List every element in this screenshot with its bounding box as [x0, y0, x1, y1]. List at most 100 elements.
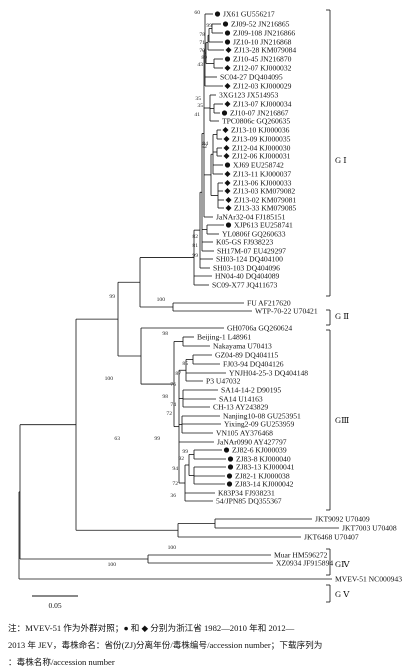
- tip: ZJ82-1 KJ000038: [226, 472, 290, 481]
- tip-label: SH03-103 DQ404096: [213, 264, 280, 273]
- tip: SH03-124 DQ404100: [216, 255, 283, 264]
- bootstrap-value: 82: [192, 234, 198, 240]
- bootstrap-value: 35: [195, 96, 201, 102]
- tip: JKT7003 U70408: [342, 524, 397, 533]
- tip-label: JKT7003 U70408: [342, 524, 397, 533]
- tip: ZJ13-33 KM079085: [225, 204, 296, 213]
- tip-label: ZJ82-1 KJ000038: [235, 472, 290, 481]
- circle-marker-icon: [224, 39, 231, 45]
- genotype-label: G Ⅰ: [335, 155, 347, 165]
- tip-label: WTP-70-22 U70421: [255, 307, 318, 316]
- tip-label: GH0706a GQ260624: [227, 324, 292, 333]
- tip-label: 54/JPN85 DQ355367: [216, 497, 282, 506]
- tip-label: ZJ13-02 KM079081: [234, 196, 296, 205]
- tip-label: XJP613 EU258741: [234, 221, 293, 230]
- tip: ZJ83-14 KJ000042: [226, 480, 294, 489]
- tip-label: ZJ12-04 KJ000030: [232, 144, 291, 153]
- diamond-marker-icon: [224, 65, 231, 71]
- tip: ZJ13-09 KJ000035: [223, 135, 291, 144]
- genotype-label: GⅢ: [335, 415, 349, 425]
- tip: FJ03-94 DQ404126: [223, 360, 284, 369]
- bootstrap-value: 92: [178, 456, 184, 462]
- circle-marker-icon: [226, 473, 233, 479]
- tip-label: P3 U47032: [206, 377, 241, 386]
- footnote-line-2: 2013 年 JEV，毒株命名：省份(ZJ)分离年份/毒株编号/accessio…: [8, 640, 323, 650]
- diamond-marker-icon: [224, 171, 231, 177]
- bootstrap-value: 71: [199, 40, 205, 46]
- tip: ZJ13-03 KM079082: [224, 187, 295, 196]
- circle-marker-icon: [224, 162, 231, 168]
- bootstrap-value: 100: [108, 562, 117, 568]
- tip-label: JZ10-10 JN216868: [233, 38, 292, 47]
- footnote-line-3: ：毒株名称/accession number: [8, 657, 115, 667]
- tip: K83P34 FJ938231: [218, 489, 275, 498]
- tip-label: YNJH04-25-3 DQ404148: [229, 369, 308, 378]
- tip: GH0706a GQ260624: [227, 324, 292, 333]
- bootstrap-value: 76: [170, 382, 176, 388]
- genotype-bracket: G Ⅴ: [326, 584, 350, 603]
- tip: ZJ83-8 KJ000040: [227, 455, 291, 464]
- tip: SC09-X77 JQ411673: [212, 281, 278, 290]
- bootstrap-value: 87: [175, 371, 181, 377]
- tip-label: JaNAr0990 AY427797: [217, 438, 287, 447]
- tip-label: SA14-14-2 D90195: [221, 386, 281, 395]
- tip: ZJ13-06 KJ000033: [224, 179, 292, 188]
- tip: ZJ12-06 KJ000031: [223, 152, 291, 161]
- genotype-bracket: G Ⅱ: [326, 309, 349, 326]
- tip-label: SA14 U14163: [219, 395, 263, 404]
- tip-label: ZJ13-11 KJ000037: [233, 170, 291, 179]
- tip: TPC0806c GQ260635: [222, 117, 290, 126]
- tip-label: ZJ13-10 KJ000036: [231, 126, 290, 135]
- tip-label: SH17M-07 EU429297: [217, 247, 286, 256]
- bootstrap-value: 52: [201, 144, 207, 150]
- tip-label: 3XG123 JX514953: [219, 91, 278, 100]
- tip-label: FJ03-94 DQ404126: [223, 360, 284, 369]
- genotype-bracket: G Ⅰ: [326, 9, 347, 297]
- tip-label: JaNAr32-04 FJ185151: [216, 213, 286, 222]
- bootstrap-value: 99: [154, 436, 160, 442]
- bootstrap-value: 85: [182, 361, 188, 367]
- bootstrap-value: 89: [201, 55, 207, 61]
- tip-label: XJ69 EU258742: [233, 161, 284, 170]
- tip-label: XZ0934 JF915894: [276, 559, 333, 568]
- tip-label: JX61 GU556217: [223, 10, 275, 19]
- genotype-label: G Ⅱ: [335, 311, 349, 321]
- tip-label: VN105 AY376468: [216, 429, 273, 438]
- tip-label: ZJ13-03 KM079082: [233, 187, 295, 196]
- diamond-marker-icon: [223, 136, 230, 142]
- tip: SC04-27 DQ404095: [220, 73, 283, 82]
- bootstrap-value: 35: [197, 103, 203, 109]
- tip: HN04-40 DQ404089: [215, 272, 280, 281]
- bootstrap-value: 60: [194, 10, 200, 16]
- tip: SH03-103 DQ404096: [213, 264, 280, 273]
- bootstrap-value: 41: [194, 112, 200, 118]
- tip: SA14 U14163: [219, 395, 263, 404]
- bootstrap-value: 36: [170, 493, 176, 499]
- circle-marker-icon: [226, 481, 233, 487]
- diamond-marker-icon: [225, 197, 232, 203]
- circle-marker-icon: [227, 456, 234, 462]
- tip: WTP-70-22 U70421: [255, 307, 318, 316]
- tip-label: ZJ10-07 JN216867: [230, 109, 289, 118]
- diamond-marker-icon: [225, 205, 232, 211]
- tip-label: Beijing-1 L48961: [197, 333, 251, 342]
- bootstrap-value: 98: [162, 331, 168, 337]
- tip-label: GZ04-89 DQ404115: [215, 351, 278, 360]
- tip: 54/JPN85 DQ355367: [216, 497, 282, 506]
- tip-label: ZJ82-6 KJ000039: [232, 446, 287, 455]
- tip: XJ69 EU258742: [224, 161, 284, 170]
- bootstrap-value: 100: [168, 545, 177, 551]
- tip-label: SC09-X77 JQ411673: [212, 281, 278, 290]
- tip: JKT6468 U70407: [304, 533, 359, 542]
- tip: 3XG123 JX514953: [219, 91, 278, 100]
- tip: SA14-14-2 D90195: [221, 386, 281, 395]
- tip-label: MVEV-51 NC000943: [335, 575, 402, 584]
- tip: ZJ83-13 KJ000041: [227, 463, 295, 472]
- circle-marker-icon: [227, 464, 234, 470]
- tip-label: ZJ13-06 KJ000033: [233, 179, 292, 188]
- tip-label: ZJ13-28 KM079084: [234, 46, 296, 55]
- bootstrap-value: 74: [170, 402, 176, 408]
- tip-label: K05-GS FJ938223: [216, 238, 273, 247]
- diamond-marker-icon: [224, 83, 231, 89]
- tip-label: Muar HM596272: [274, 551, 328, 560]
